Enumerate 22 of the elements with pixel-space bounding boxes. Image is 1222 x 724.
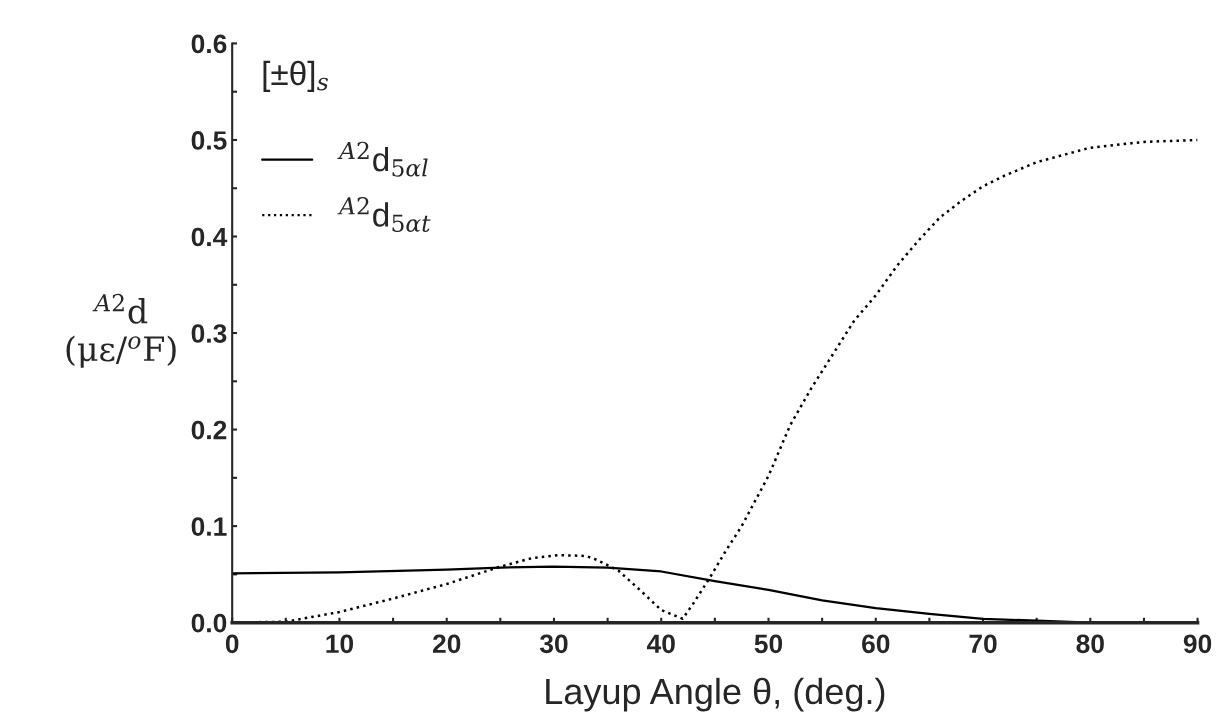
legend-label: $^{A2}$d$_{5αl}$: [337, 141, 428, 177]
y-tick-label: 0.3: [191, 324, 227, 343]
x-tick-label: 30: [539, 634, 568, 654]
y-tick-label: 0.1: [191, 517, 227, 536]
x-tick-label: 10: [326, 634, 354, 654]
y-tick-label: 0.0: [191, 613, 227, 633]
chart-title: [±θ]$_{s}$: [263, 60, 328, 92]
x-tick-label: 20: [432, 634, 461, 654]
x-tick-label: 0: [225, 634, 239, 654]
x-tick-label: 40: [646, 634, 675, 654]
x-tick-label: 90: [1183, 634, 1212, 654]
x-axis-title: Layup Angle θ, (deg.): [546, 677, 885, 712]
legend-label: $^{A2}$d$_{5αt}$: [337, 197, 431, 232]
y-tick-label: 0.2: [191, 420, 227, 440]
x-tick-label: 80: [1076, 634, 1104, 654]
x-tick-label: 60: [862, 634, 890, 654]
y-tick-label: 0.5: [191, 131, 227, 150]
y-tick-label: 0.4: [191, 227, 228, 247]
x-tick-label: 70: [969, 634, 997, 654]
y-axis-title: $^{A2}$d (με/$^{o}$F): [66, 293, 176, 368]
y-tick-label: 0.6: [191, 34, 227, 54]
x-tick-label: 50: [754, 634, 783, 654]
